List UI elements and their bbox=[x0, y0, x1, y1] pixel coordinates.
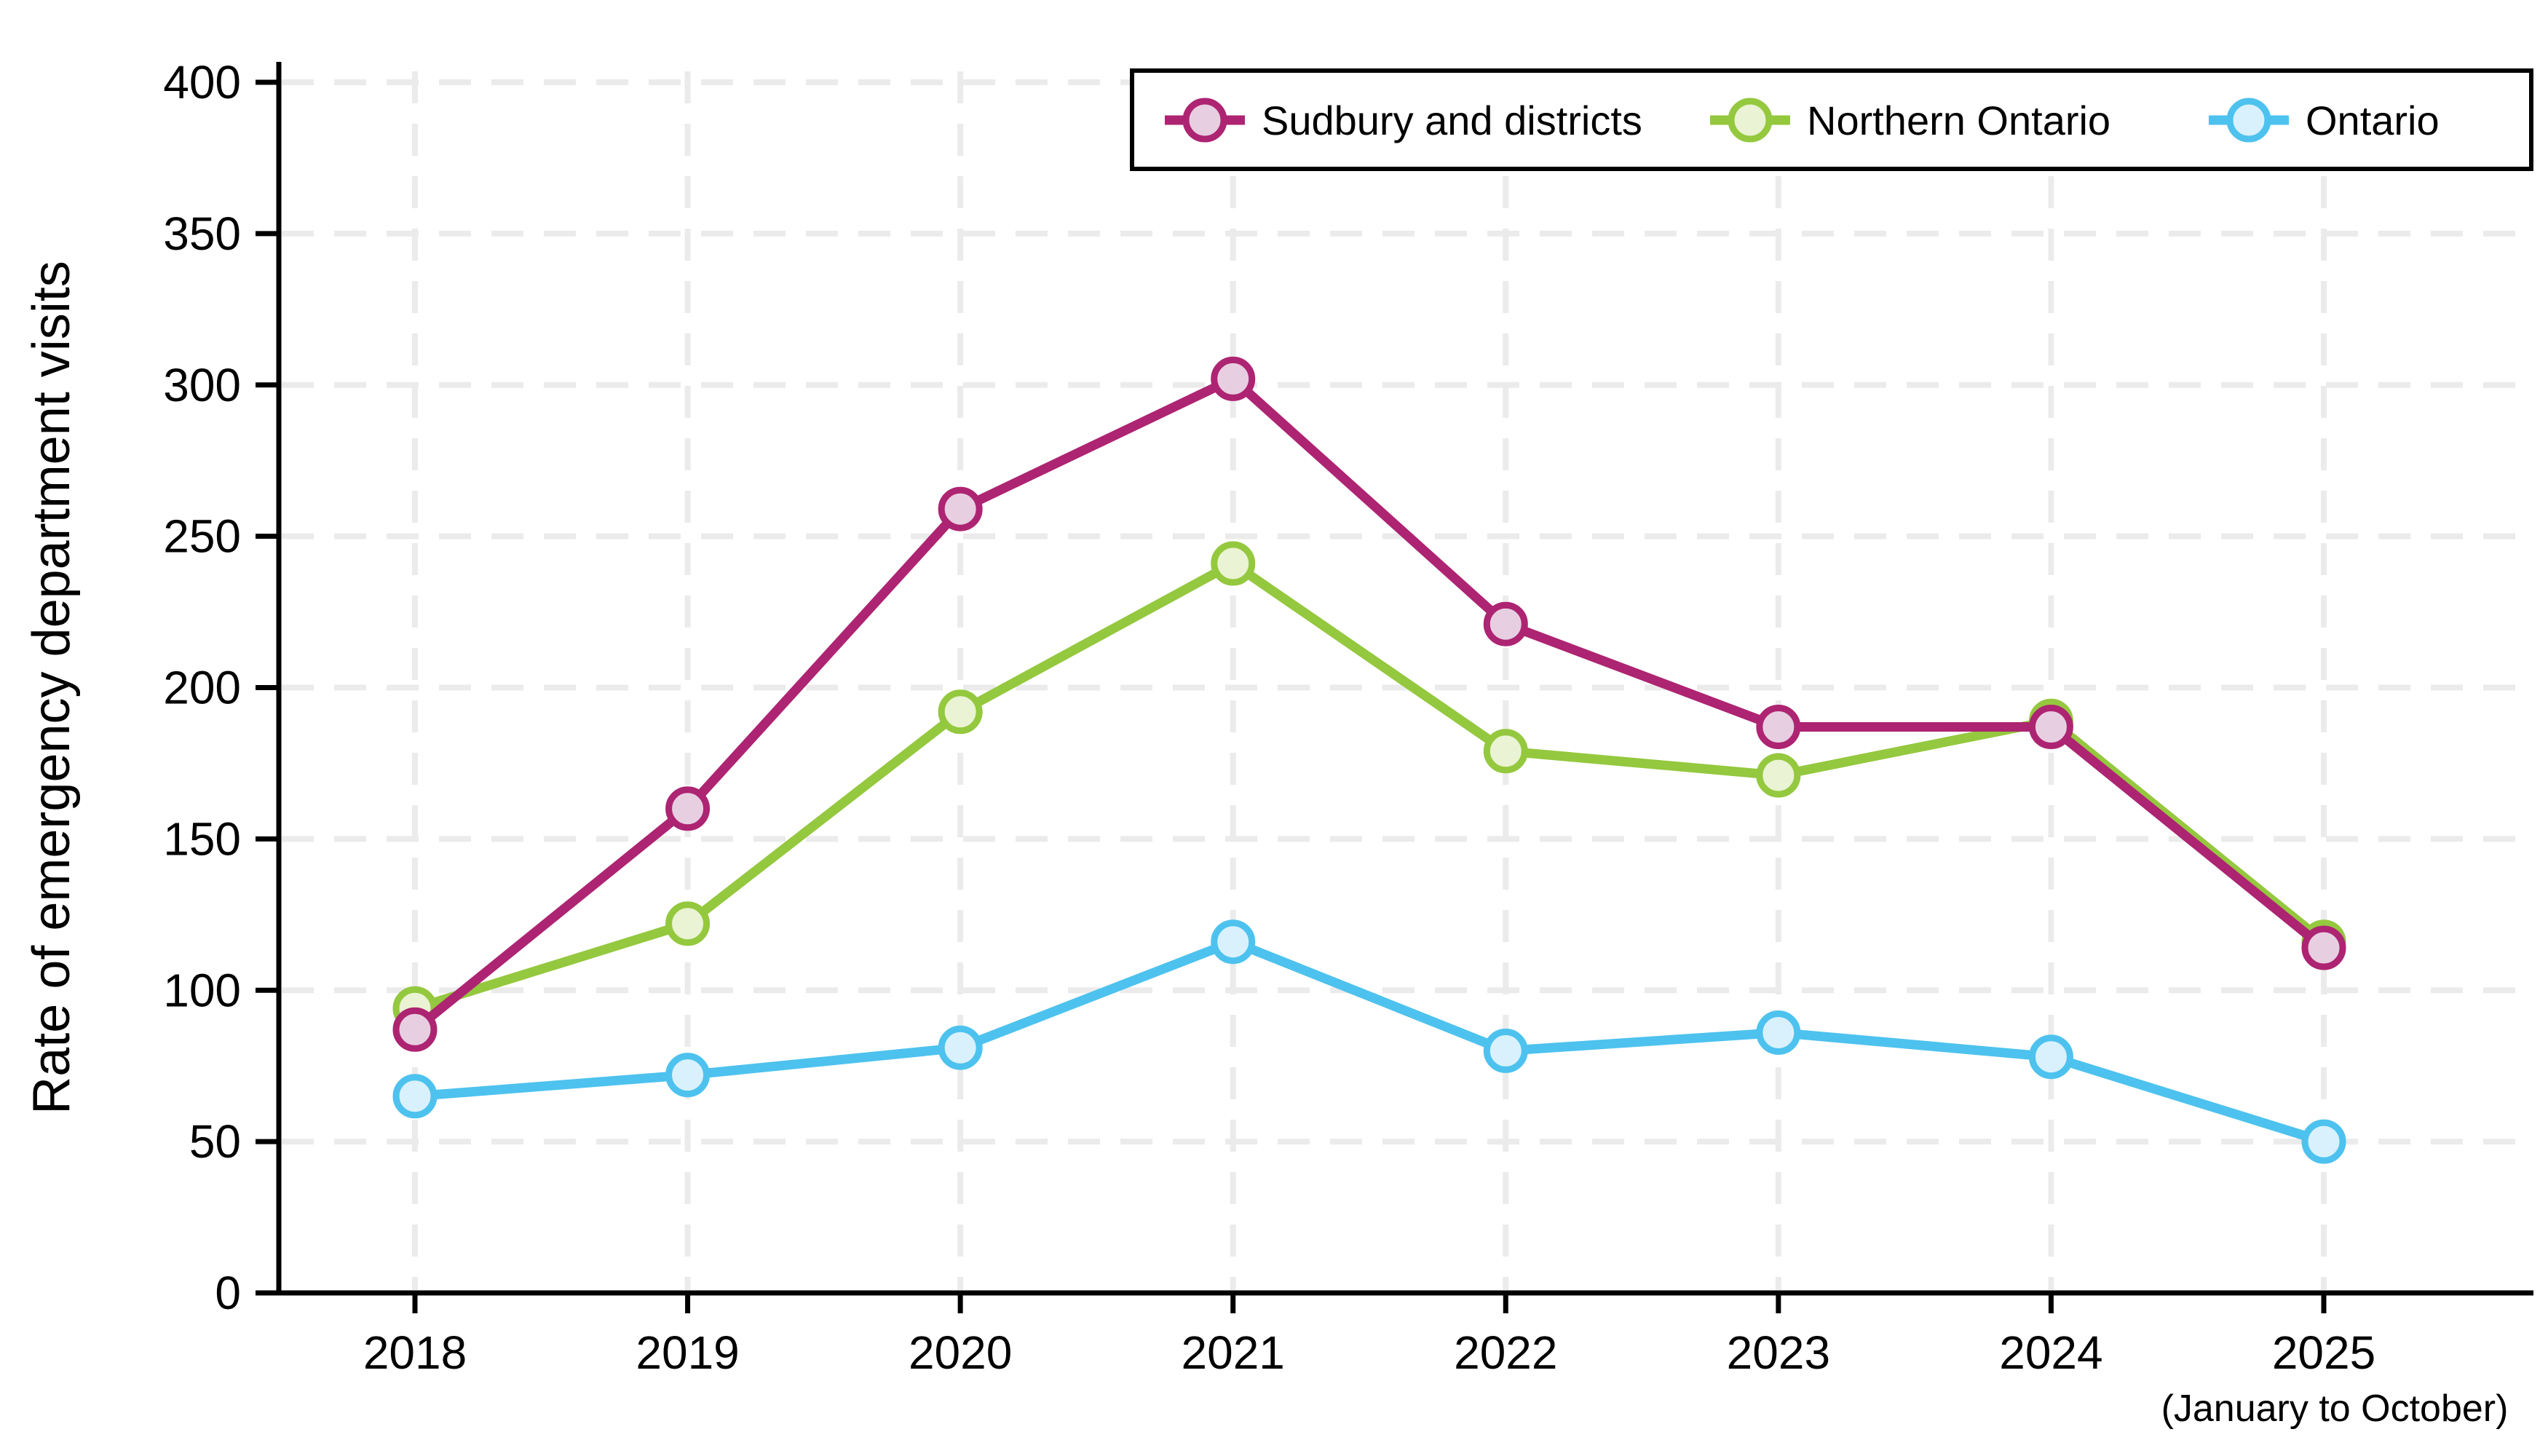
legend-box bbox=[1130, 68, 2533, 171]
y-tick-label-200: 200 bbox=[163, 662, 241, 714]
y-axis-title: Rate of emergency department visits bbox=[23, 261, 81, 1115]
legend-item-sudbury-and-districts: Sudbury and districts bbox=[1165, 98, 1642, 143]
data-point-northern-ontario-2023 bbox=[1756, 753, 1801, 798]
y-tick-label-100: 100 bbox=[163, 964, 241, 1016]
data-point-sudbury-and-districts-2023 bbox=[1756, 705, 1801, 750]
x-tick-label-2020: 2020 bbox=[909, 1326, 1012, 1379]
data-point-sudbury-and-districts-2021 bbox=[1211, 356, 1256, 401]
legend-label: Ontario bbox=[2306, 98, 2440, 143]
legend-item-ontario: Ontario bbox=[2209, 98, 2440, 143]
x-tick-label-2025: 2025 bbox=[2272, 1326, 2375, 1379]
data-point-northern-ontario-2020 bbox=[938, 689, 983, 735]
data-point-ontario-2025 bbox=[2301, 1119, 2346, 1164]
y-tick-label-50: 50 bbox=[189, 1115, 241, 1168]
legend-label: Northern Ontario bbox=[1807, 98, 2110, 143]
legend-marker-icon bbox=[2226, 98, 2271, 143]
y-tick-label-150: 150 bbox=[163, 812, 241, 865]
data-point-northern-ontario-2019 bbox=[665, 901, 711, 946]
data-point-sudbury-and-districts-2020 bbox=[938, 486, 983, 531]
y-tick-label-400: 400 bbox=[163, 56, 241, 108]
data-point-sudbury-and-districts-2024 bbox=[2028, 705, 2073, 750]
x-tick-label-2023: 2023 bbox=[1727, 1326, 1830, 1379]
data-point-sudbury-and-districts-2019 bbox=[665, 786, 711, 831]
series-line-sudbury-and-districts bbox=[410, 373, 2329, 1034]
data-point-ontario-2024 bbox=[2028, 1034, 2073, 1080]
data-point-ontario-2018 bbox=[392, 1074, 438, 1119]
series-line-ontario bbox=[410, 937, 2329, 1147]
x-tick-label-2024: 2024 bbox=[1999, 1326, 2102, 1379]
x-tick-label-2018: 2018 bbox=[363, 1326, 467, 1379]
x-tick-label-2021: 2021 bbox=[1182, 1326, 1285, 1379]
data-point-northern-ontario-2021 bbox=[1211, 541, 1256, 586]
data-point-ontario-2020 bbox=[938, 1025, 983, 1070]
x-tick-label-2019: 2019 bbox=[636, 1326, 739, 1379]
data-point-ontario-2021 bbox=[1211, 919, 1256, 965]
x-tick-label-2022: 2022 bbox=[1454, 1326, 1557, 1379]
y-tick-label-350: 350 bbox=[163, 207, 241, 260]
data-point-ontario-2019 bbox=[665, 1053, 711, 1098]
legend-label: Sudbury and districts bbox=[1262, 98, 1642, 143]
legend-item-northern-ontario: Northern Ontario bbox=[1710, 98, 2110, 143]
data-point-sudbury-and-districts-2025 bbox=[2301, 925, 2346, 970]
y-tick-label-250: 250 bbox=[163, 510, 241, 563]
x-axis-note: (January to October) bbox=[2161, 1388, 2509, 1430]
legend-marker-icon bbox=[1728, 98, 1773, 143]
y-tick-label-300: 300 bbox=[163, 359, 241, 411]
data-point-sudbury-and-districts-2022 bbox=[1483, 601, 1528, 646]
data-point-ontario-2022 bbox=[1483, 1028, 1528, 1073]
data-point-northern-ontario-2022 bbox=[1483, 729, 1528, 774]
data-point-sudbury-and-districts-2018 bbox=[392, 1007, 438, 1052]
data-point-ontario-2023 bbox=[1756, 1010, 1801, 1055]
y-tick-label-0: 0 bbox=[215, 1267, 241, 1319]
legend-marker-icon bbox=[1182, 98, 1227, 143]
